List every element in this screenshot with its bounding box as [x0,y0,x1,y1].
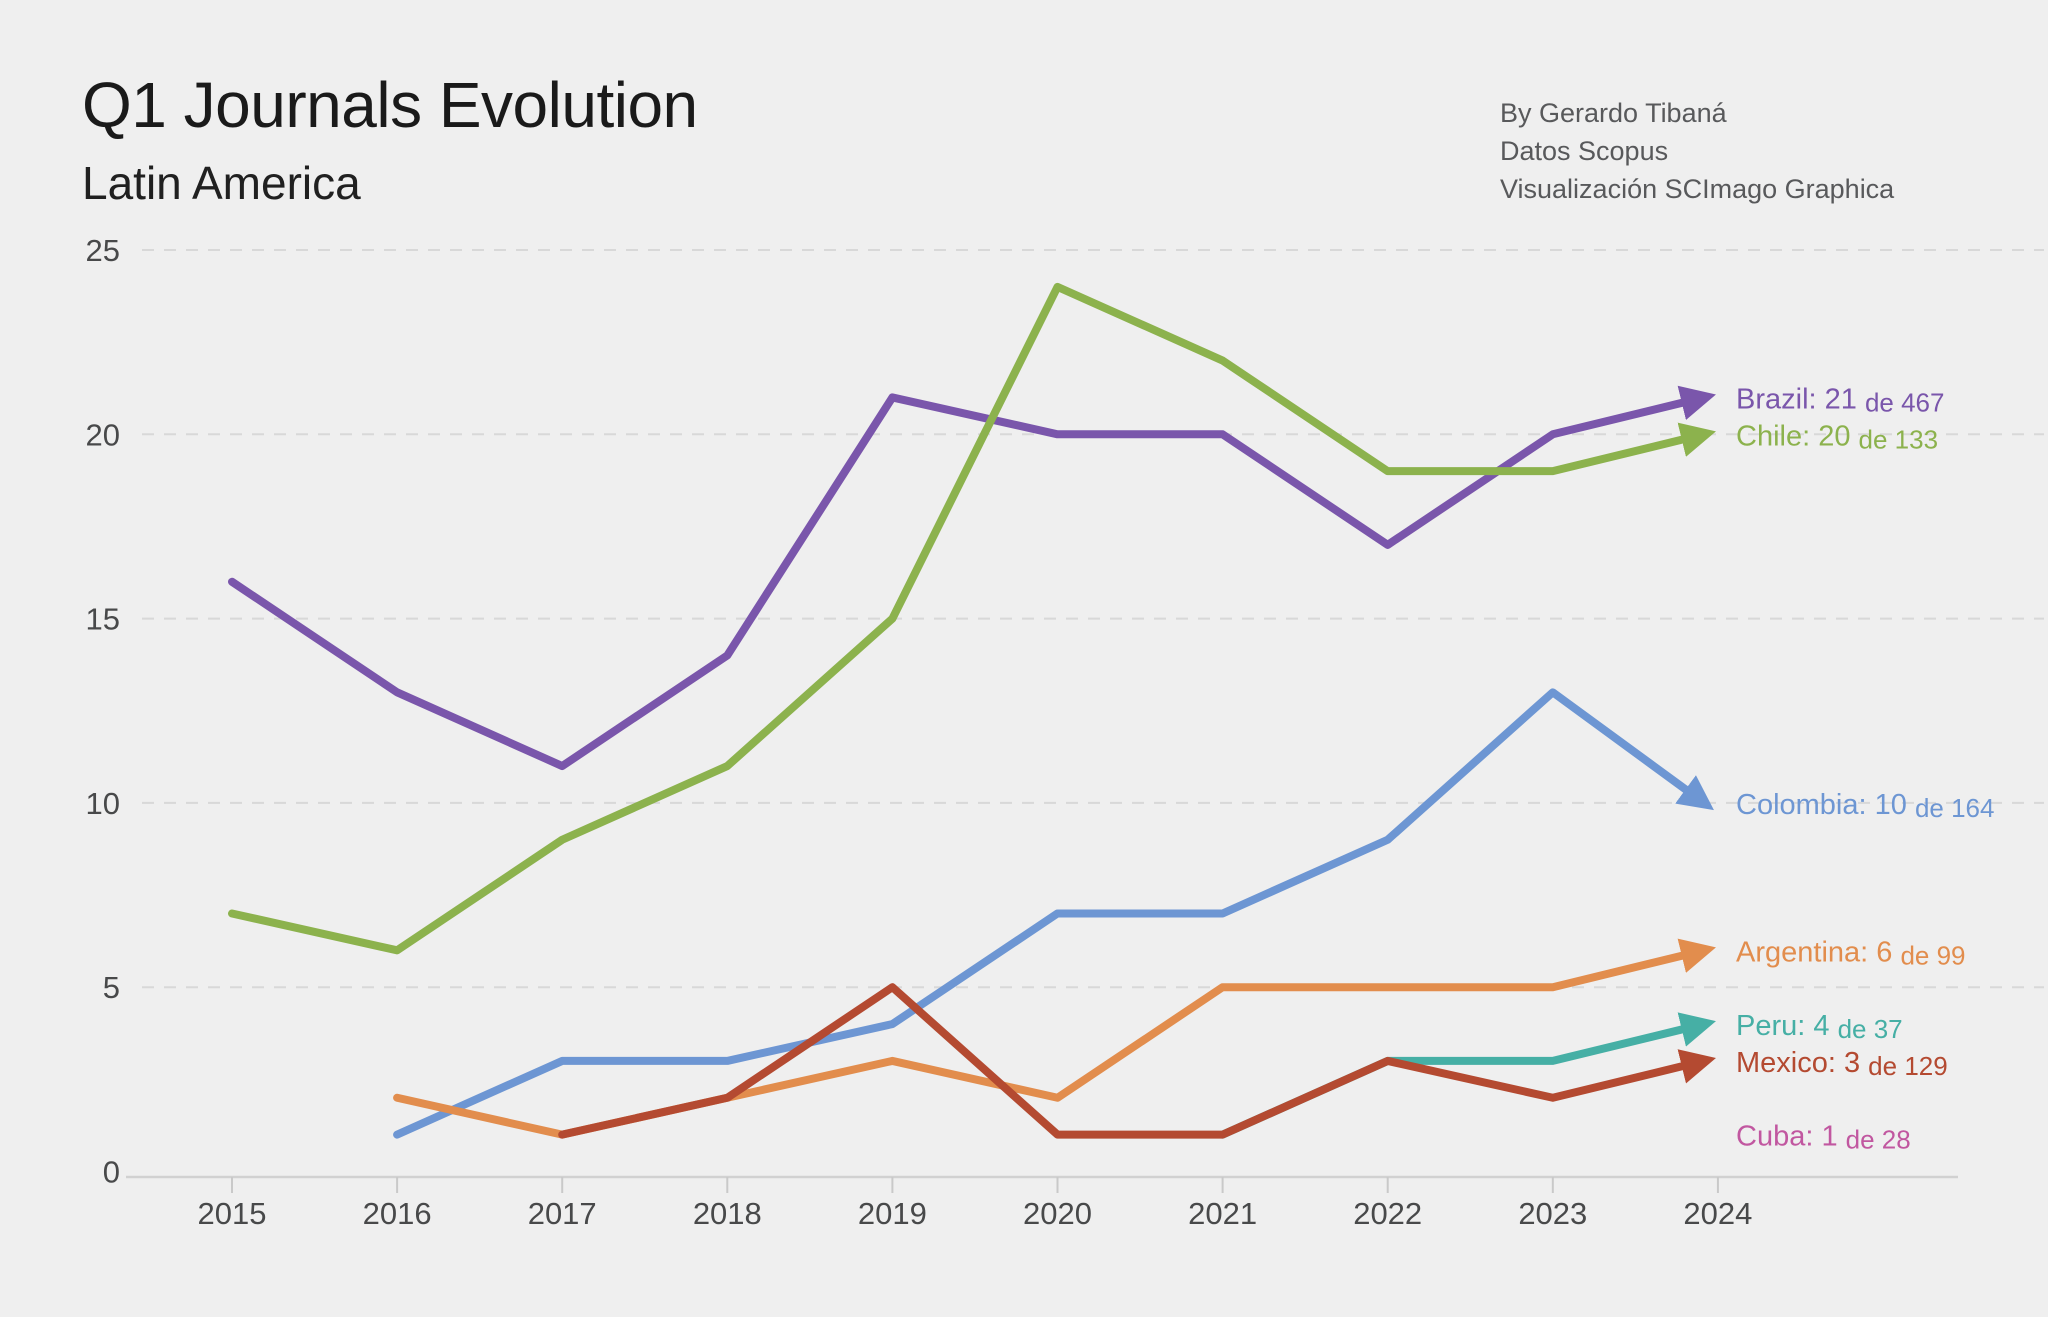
credit-tool: Visualización SCImago Graphica [1500,174,1895,204]
y-axis-label-15: 15 [86,602,120,637]
series-label-colombia: Colombia: 10 de 164 [1736,789,1994,823]
series-label-peru: Peru: 4 de 37 [1736,1010,1903,1044]
x-axis-label-2022: 2022 [1353,1196,1422,1231]
y-axis-label-10: 10 [86,786,120,821]
y-axis-label-0: 0 [103,1155,120,1190]
x-axis-label-2023: 2023 [1518,1196,1587,1231]
x-axis-label-2024: 2024 [1683,1196,1752,1231]
y-axis-label-20: 20 [86,417,120,452]
x-axis-label-2018: 2018 [693,1196,762,1231]
page-title: Q1 Journals Evolution [82,69,698,141]
x-axis-label-2017: 2017 [528,1196,597,1231]
x-axis-label-2020: 2020 [1023,1196,1092,1231]
series-label-brazil: Brazil: 21 de 467 [1736,383,1944,417]
credit-author: By Gerardo Tibaná [1500,98,1727,128]
series-label-mexico: Mexico: 3 de 129 [1736,1047,1948,1081]
series-line-brazil [228,385,1716,771]
x-axis-label-2021: 2021 [1188,1196,1257,1231]
series-line-argentina [393,938,1716,1139]
y-axis-label-5: 5 [103,970,120,1005]
series-label-cuba: Cuba: 1 de 28 [1736,1121,1911,1155]
credit-source: Datos Scopus [1500,136,1669,166]
series-label-argentina: Argentina: 6 de 99 [1736,936,1966,970]
y-axis-label-25: 25 [86,233,120,268]
credits-block: By Gerardo Tibaná Datos Scopus Visualiza… [1500,94,1894,208]
series-label-chile: Chile: 20 de 133 [1736,420,1938,454]
series-line-mexico [558,983,1716,1139]
x-axis-label-2016: 2016 [363,1196,432,1231]
x-axis-label-2015: 2015 [198,1196,267,1231]
series-line-chile [228,282,1716,955]
page-subtitle: Latin America [82,157,361,209]
x-axis-label-2019: 2019 [858,1196,927,1231]
series-line-colombia [393,688,1714,1139]
